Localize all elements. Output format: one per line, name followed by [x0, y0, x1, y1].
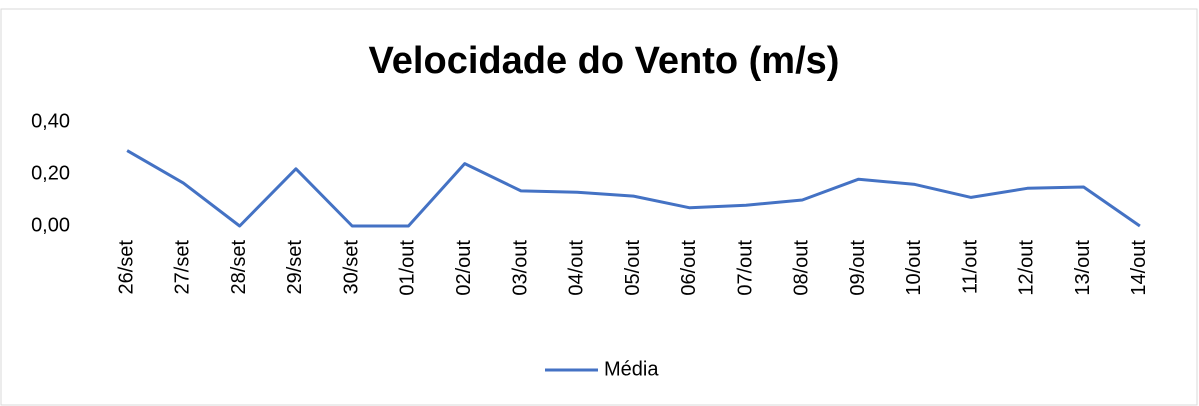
x-tick-label: 03/out	[509, 240, 531, 296]
y-tick-label: 0,20	[31, 162, 70, 184]
x-tick-label: 04/out	[566, 240, 588, 296]
x-tick-label: 26/set	[115, 240, 137, 295]
x-tick-label: 01/out	[397, 240, 419, 296]
x-tick-label: 06/out	[678, 240, 700, 296]
chart-border	[0, 8, 1198, 406]
y-tick-label: 0,40	[31, 110, 70, 132]
x-tick-label: 27/set	[172, 240, 194, 295]
x-tick-label: 11/out	[959, 240, 981, 295]
x-tick-label: 12/out	[1016, 240, 1038, 296]
x-tick-label: 28/set	[228, 240, 250, 295]
x-tick-label: 07/out	[734, 240, 756, 296]
x-tick-label: 14/out	[1128, 240, 1150, 296]
line-series	[126, 149, 1141, 228]
chart-title: Velocidade do Vento (m/s)	[369, 40, 840, 82]
x-tick-label: 05/out	[622, 240, 644, 296]
x-tick-label: 13/out	[1072, 240, 1094, 296]
y-tick-label: 0,00	[31, 214, 70, 236]
x-tick-label: 08/out	[791, 240, 813, 296]
x-tick-label: 29/set	[284, 240, 306, 295]
x-tick-label: 10/out	[903, 240, 925, 296]
x-tick-label: 02/out	[453, 240, 475, 296]
x-tick-label: 09/out	[847, 240, 869, 296]
x-tick-label: 30/set	[340, 240, 362, 295]
legend-label: Média	[604, 358, 659, 380]
